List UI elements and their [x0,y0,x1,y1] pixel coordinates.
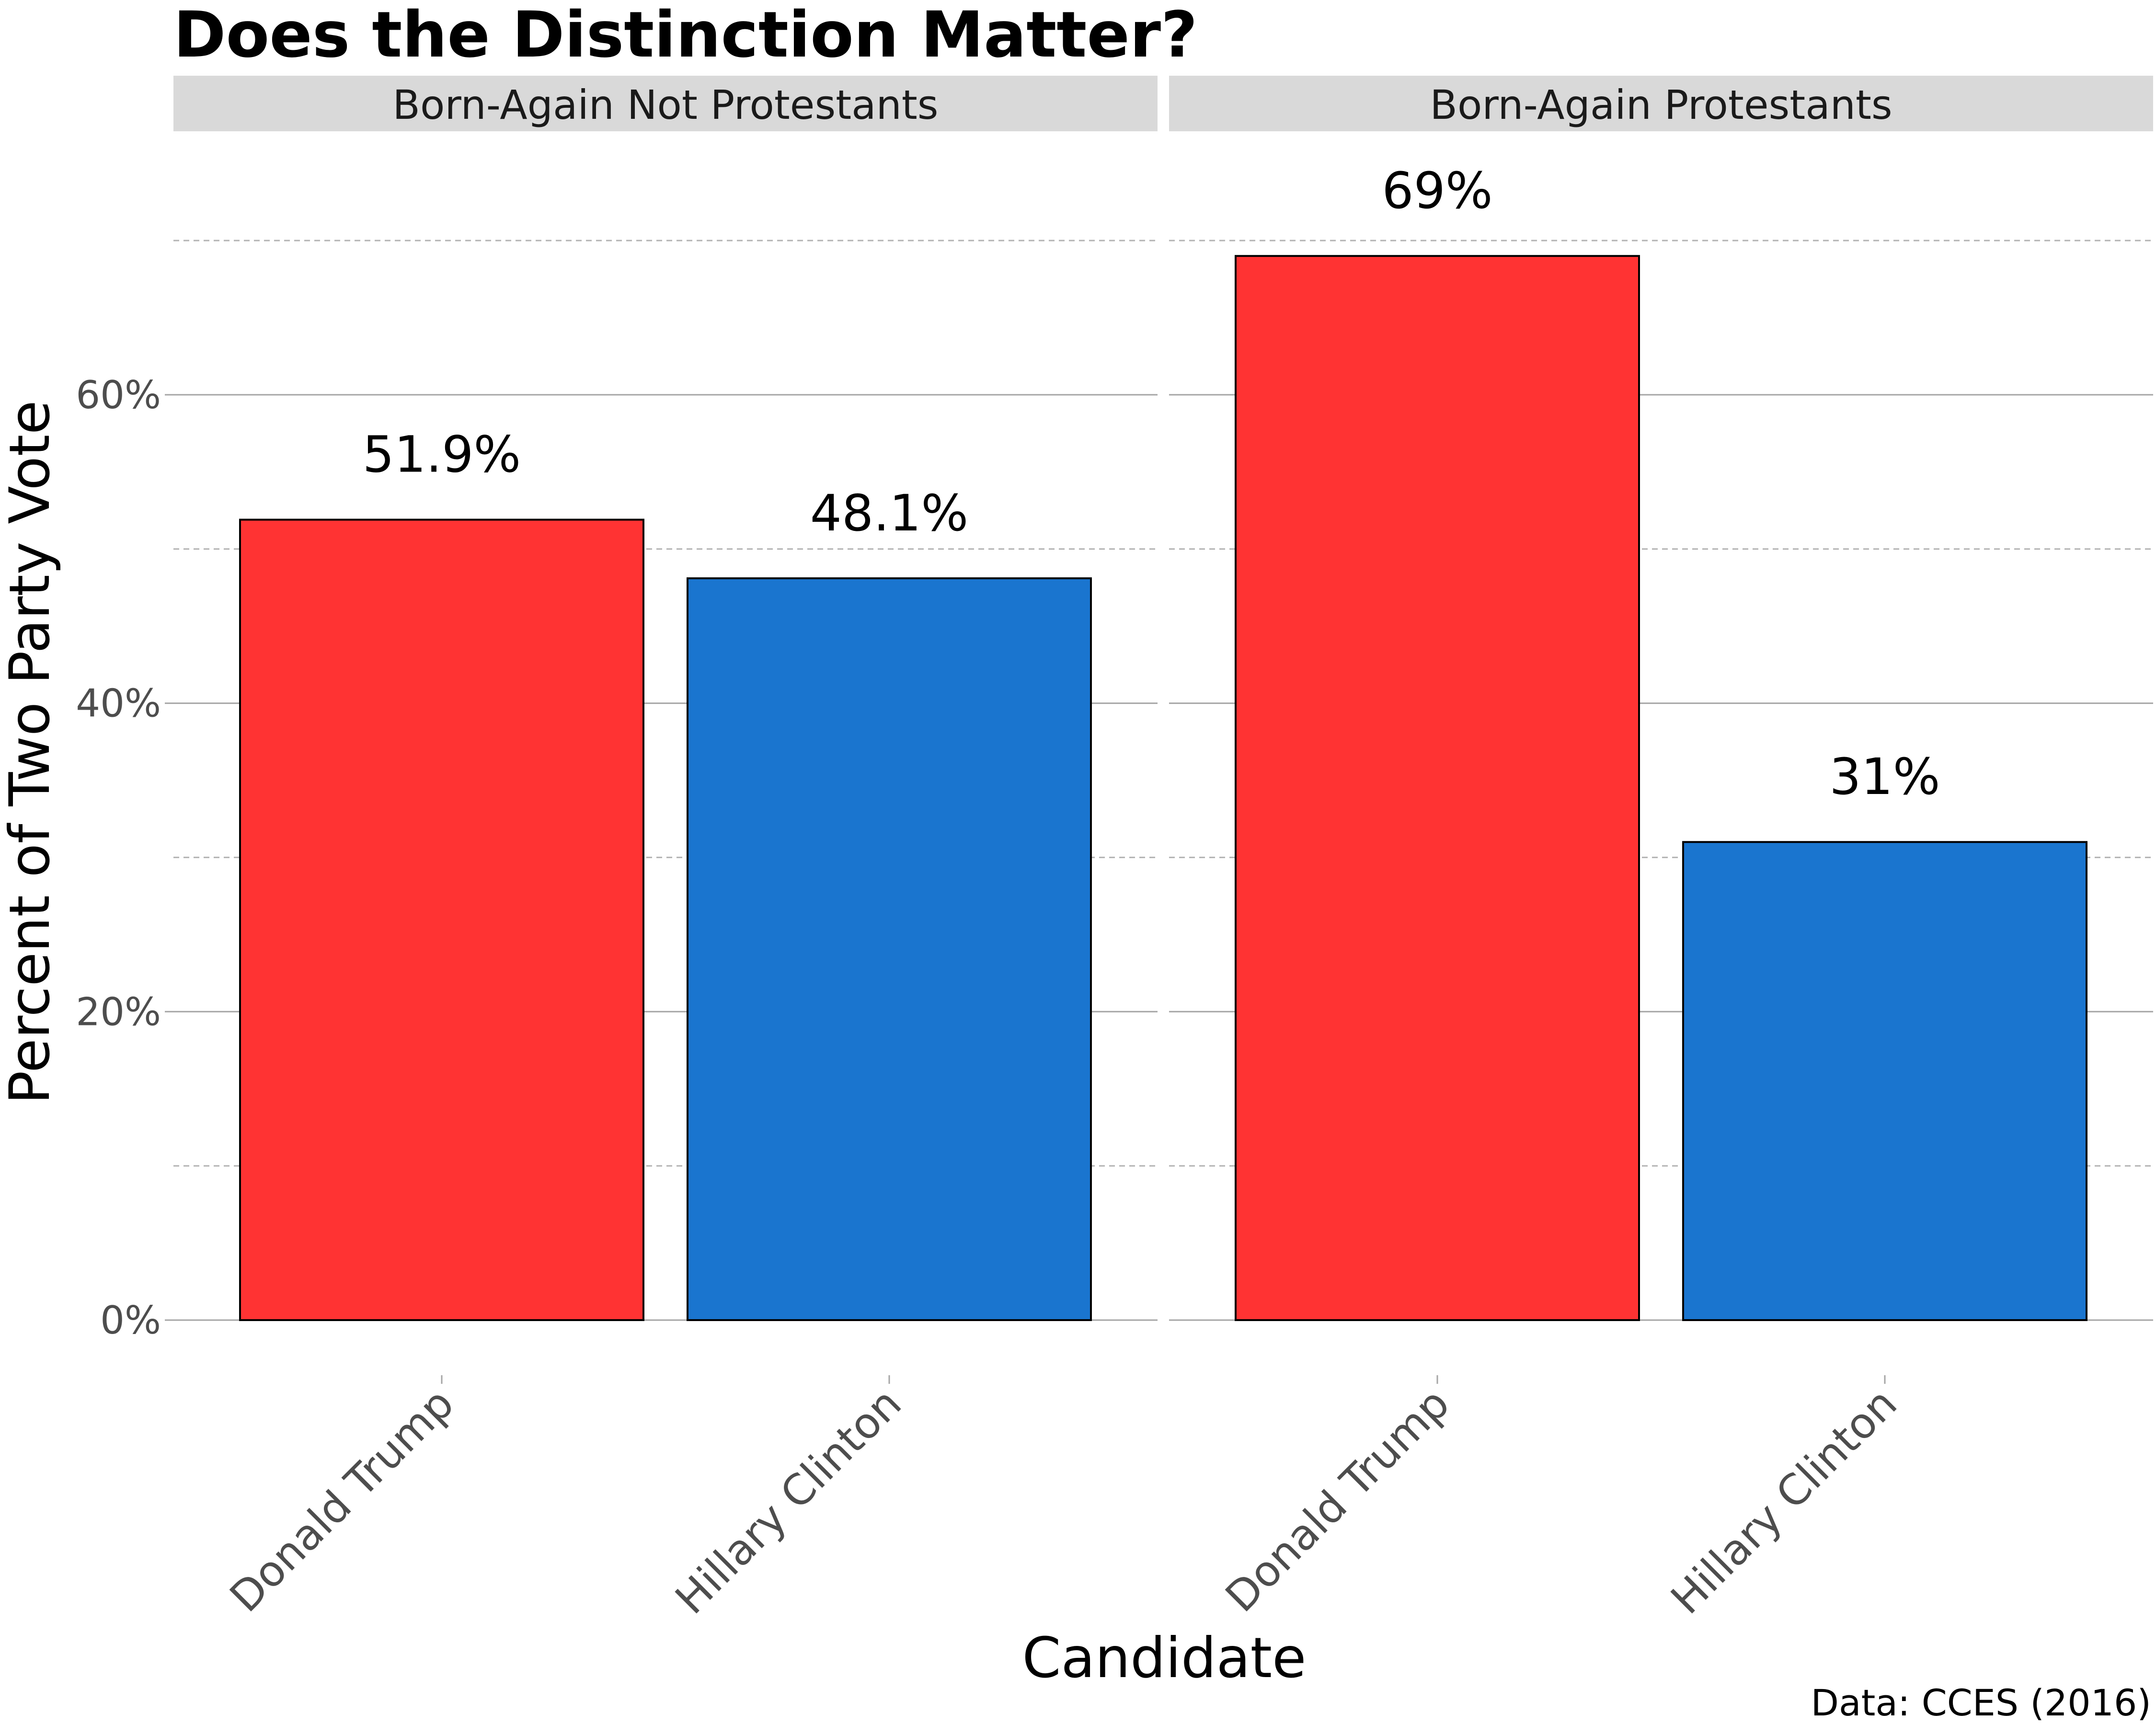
y-tick-label: 40% [76,681,161,726]
facet-panels: Born-Again Not Protestants 51.9% Donald Tr… [76,76,2153,1623]
facet-strip-label: Born-Again Not Protestants [392,81,938,128]
x-tick-label: Hillary Clinton [666,1379,911,1623]
y-tick-label: 20% [76,989,161,1034]
y-tick-label: 0% [100,1298,161,1343]
x-axis-title: Candidate [1022,1626,1306,1690]
bar-donald-trump [1235,255,1640,1321]
facet-strip [173,76,1158,131]
bar-value-label: 51.9% [363,426,521,484]
y-axis-title: Percent of Two Party Vote [0,400,62,1104]
bar-value-label: 69% [1382,161,1492,220]
bar-value-label: 48.1% [810,484,968,542]
bar-hillary-clinton [1682,841,2087,1321]
x-tick-label: Donald Trump [220,1379,463,1622]
facet-strip [1169,76,2153,131]
x-tick-label: Donald Trump [1216,1379,1459,1622]
facet-strip-label: Born-Again Protestants [1430,81,1892,128]
bar-donald-trump [239,518,644,1321]
chart-title: Does the Distinction Matter? [173,0,1198,72]
chart-caption: Data: CCES (2016) [1811,1681,2152,1724]
x-tick-label: Hillary Clinton [1662,1379,1906,1623]
bar-value-label: 31% [1829,748,1940,806]
bar-hillary-clinton [687,577,1092,1321]
y-tick-label: 60% [76,373,161,417]
